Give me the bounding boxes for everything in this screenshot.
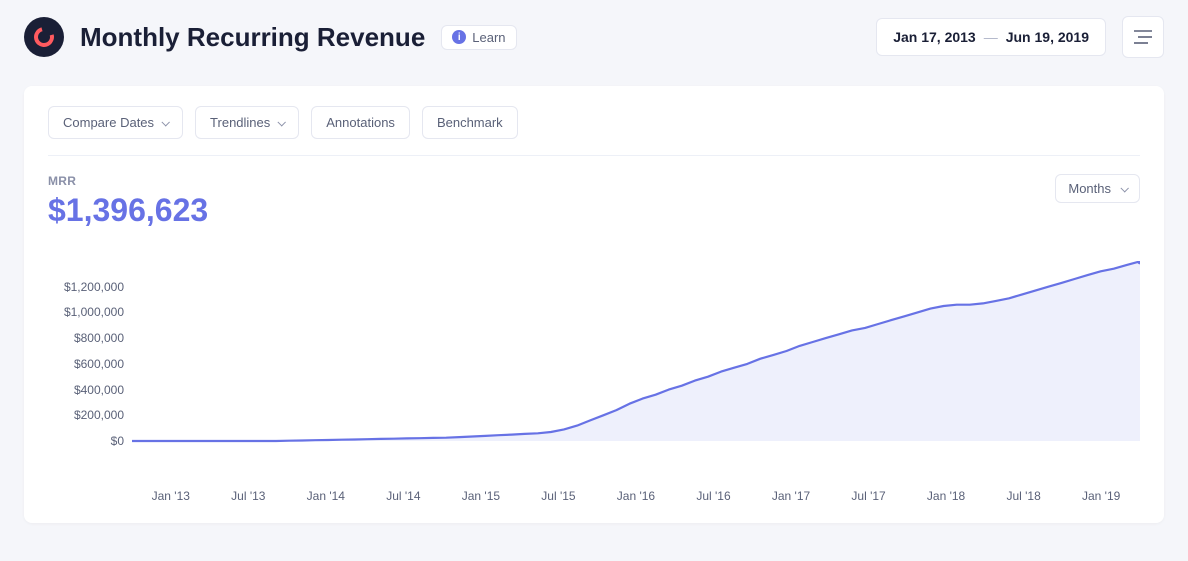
chevron-down-icon <box>1120 184 1128 192</box>
y-tick-label: $0 <box>111 434 124 448</box>
chart-card: Compare Dates Trendlines Annotations Ben… <box>24 86 1164 523</box>
chart-container: $0 $200,000 $400,000 $600,000 $800,000 $1,000… <box>48 261 1140 503</box>
x-tick-label: Jan '17 <box>752 489 830 503</box>
chart-area <box>132 261 1140 441</box>
date-dash: — <box>984 29 998 45</box>
x-tick-label: Jul '13 <box>210 489 288 503</box>
x-tick-label: Jan '15 <box>442 489 520 503</box>
date-from: Jan 17, 2013 <box>893 29 976 45</box>
plot-area <box>132 261 1140 471</box>
chevron-down-icon <box>162 118 170 126</box>
learn-button[interactable]: i Learn <box>441 25 516 50</box>
x-tick-label: Jan '14 <box>287 489 365 503</box>
y-tick-label: $800,000 <box>74 331 124 345</box>
x-tick-label: Jul '18 <box>985 489 1063 503</box>
chevron-down-icon <box>278 118 286 126</box>
x-tick-label: Jan '18 <box>907 489 985 503</box>
x-tick-label: Jul '17 <box>830 489 908 503</box>
y-tick-label: $1,200,000 <box>64 280 124 294</box>
menu-icon <box>1134 30 1152 44</box>
settings-button[interactable] <box>1122 16 1164 58</box>
y-tick-label: $200,000 <box>74 408 124 422</box>
x-tick-label: Jul '14 <box>365 489 443 503</box>
x-tick-label: Jul '16 <box>675 489 753 503</box>
annotations-button[interactable]: Annotations <box>311 106 410 139</box>
page-title: Monthly Recurring Revenue <box>80 22 425 53</box>
trendlines-button[interactable]: Trendlines <box>195 106 299 139</box>
metric-label: MRR <box>48 174 208 188</box>
y-axis: $0 $200,000 $400,000 $600,000 $800,000 $1,000… <box>48 261 132 471</box>
metric-block: MRR $1,396,623 <box>48 174 208 229</box>
date-to: Jun 19, 2019 <box>1006 29 1089 45</box>
metric-value: $1,396,623 <box>48 192 208 229</box>
topbar: Monthly Recurring Revenue i Learn Jan 17… <box>0 0 1188 74</box>
app-logo <box>24 17 64 57</box>
x-tick-label: Jan '13 <box>132 489 210 503</box>
x-tick-label: Jul '15 <box>520 489 598 503</box>
x-tick-label: Jan '16 <box>597 489 675 503</box>
learn-label: Learn <box>472 30 505 45</box>
y-tick-label: $1,000,000 <box>64 305 124 319</box>
chart-toolbar: Compare Dates Trendlines Annotations Ben… <box>48 106 1140 156</box>
x-axis: Jan '13Jul '13Jan '14Jul '14Jan '15Jul '… <box>132 489 1140 503</box>
compare-dates-button[interactable]: Compare Dates <box>48 106 183 139</box>
date-range-picker[interactable]: Jan 17, 2013 — Jun 19, 2019 <box>876 18 1106 56</box>
y-tick-label: $600,000 <box>74 357 124 371</box>
y-tick-label: $400,000 <box>74 383 124 397</box>
benchmark-button[interactable]: Benchmark <box>422 106 518 139</box>
x-tick-label: Jan '19 <box>1062 489 1140 503</box>
info-icon: i <box>452 30 466 44</box>
granularity-select[interactable]: Months <box>1055 174 1140 203</box>
